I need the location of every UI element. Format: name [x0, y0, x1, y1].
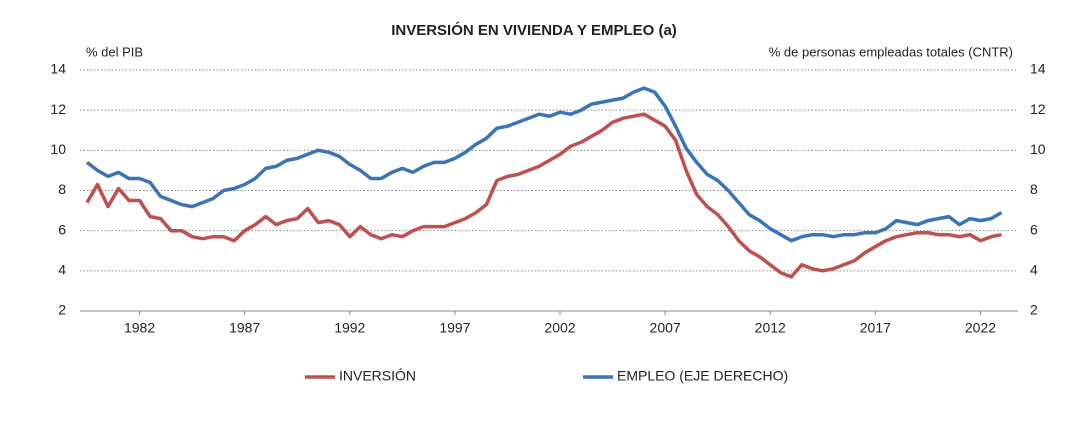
y-tick-label: 14: [50, 61, 66, 77]
y-tick-label: 10: [50, 141, 66, 157]
x-tick-label: 2017: [860, 320, 891, 336]
y2-tick-label: 2: [1030, 302, 1038, 318]
x-tick-label: 2022: [965, 320, 996, 336]
y2-tick-label: 12: [1030, 101, 1046, 117]
x-tick-label: 1997: [439, 320, 470, 336]
x-tick-label: 1982: [124, 320, 155, 336]
legend-label: INVERSIÓN: [339, 368, 416, 384]
x-tick-label: 1992: [334, 320, 365, 336]
x-tick-label: 1987: [229, 320, 260, 336]
y-tick-label: 4: [58, 262, 66, 278]
chart-title: INVERSIÓN EN VIVIENDA Y EMPLEO (a): [391, 21, 677, 39]
y2-axis-label: % de personas empleadas totales (CNTR): [769, 44, 1013, 59]
y-axis-label: % del PIB: [86, 44, 143, 59]
y-tick-label: 2: [58, 302, 66, 318]
y-tick-label: 8: [58, 181, 66, 197]
y2-tick-label: 4: [1030, 262, 1038, 278]
legend-label: EMPLEO (EJE DERECHO): [617, 368, 788, 384]
line-series: [85, 112, 1002, 279]
y2-tick-label: 6: [1030, 221, 1038, 237]
x-tick-label: 2012: [755, 320, 786, 336]
y2-tick-label: 10: [1030, 141, 1046, 157]
x-tick-label: 2007: [650, 320, 681, 336]
y2-tick-label: 14: [1030, 61, 1046, 77]
y2-tick-label: 8: [1030, 181, 1038, 197]
line-series: [85, 86, 1003, 243]
y-tick-label: 12: [50, 101, 66, 117]
x-tick-label: 2002: [544, 320, 575, 336]
y-tick-label: 6: [58, 221, 66, 237]
